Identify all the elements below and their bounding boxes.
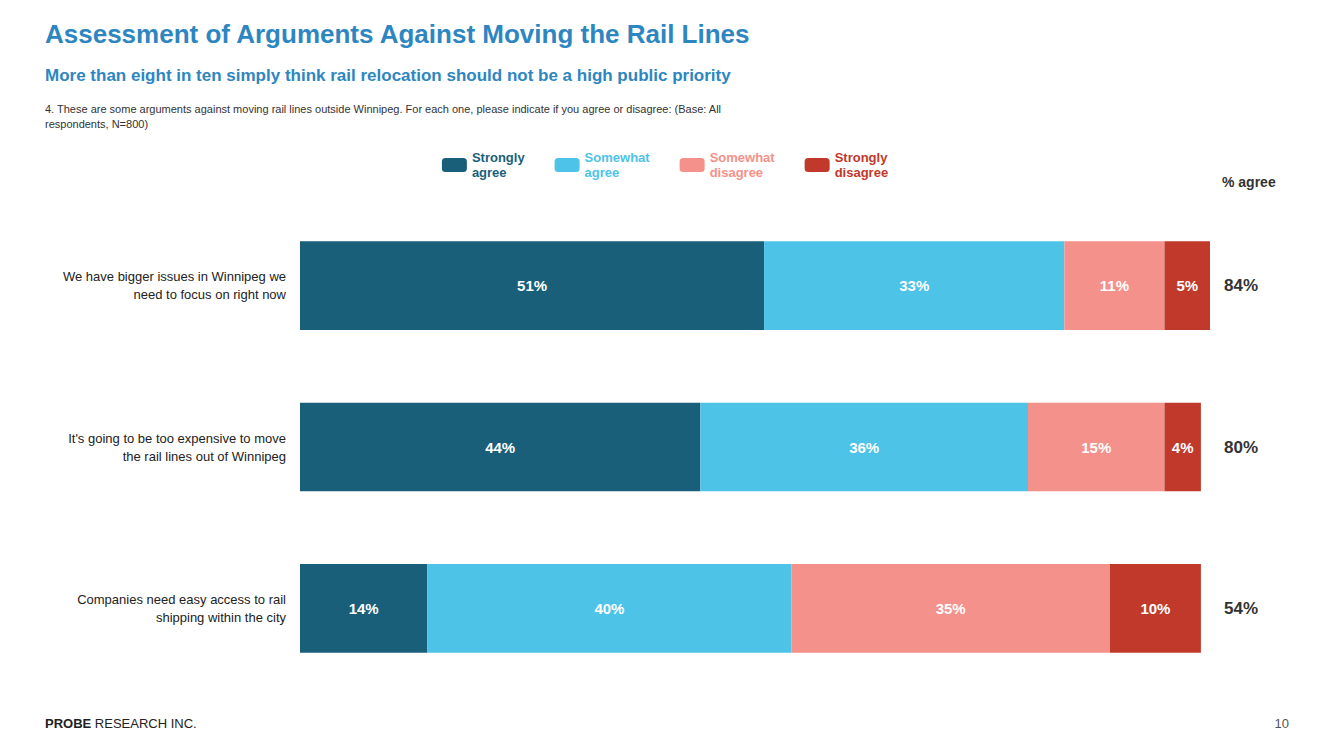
svg-text:shipping within the city: shipping within the city bbox=[156, 610, 287, 625]
svg-text:Assessment of Arguments Agains: Assessment of Arguments Against Moving t… bbox=[45, 19, 750, 49]
svg-text:5%: 5% bbox=[1176, 277, 1198, 294]
svg-text:Somewhat: Somewhat bbox=[710, 150, 776, 165]
svg-text:36%: 36% bbox=[849, 439, 879, 456]
svg-text:agree: agree bbox=[472, 165, 507, 180]
svg-text:10: 10 bbox=[1275, 716, 1289, 731]
svg-text:respondents, N=800): respondents, N=800) bbox=[45, 118, 148, 130]
svg-text:15%: 15% bbox=[1081, 439, 1111, 456]
svg-text:14%: 14% bbox=[349, 600, 379, 617]
svg-text:RESEARCH INC.: RESEARCH INC. bbox=[91, 716, 196, 731]
svg-text:It's going to be too expensive: It's going to be too expensive to move bbox=[68, 431, 286, 446]
svg-text:We have bigger issues in Winni: We have bigger issues in Winnipeg we bbox=[63, 269, 286, 284]
svg-text:54%: 54% bbox=[1224, 599, 1258, 618]
svg-text:4. These are some arguments ag: 4. These are some arguments against movi… bbox=[45, 103, 721, 115]
svg-text:40%: 40% bbox=[594, 600, 624, 617]
svg-text:More than eight in ten simply: More than eight in ten simply think rail… bbox=[45, 66, 731, 85]
svg-text:10%: 10% bbox=[1140, 600, 1170, 617]
svg-text:Strongly: Strongly bbox=[472, 150, 525, 165]
svg-text:agree: agree bbox=[585, 165, 620, 180]
svg-text:4%: 4% bbox=[1172, 439, 1194, 456]
svg-text:11%: 11% bbox=[1100, 277, 1129, 294]
svg-text:PROBE: PROBE bbox=[45, 716, 92, 731]
svg-text:disagree: disagree bbox=[710, 165, 763, 180]
svg-text:33%: 33% bbox=[899, 277, 929, 294]
svg-text:Companies need easy access to: Companies need easy access to rail bbox=[77, 592, 286, 607]
svg-text:84%: 84% bbox=[1224, 276, 1258, 295]
svg-text:Somewhat: Somewhat bbox=[585, 150, 651, 165]
svg-text:the rail lines out of Winnipeg: the rail lines out of Winnipeg bbox=[123, 449, 286, 464]
svg-text:Strongly: Strongly bbox=[835, 150, 888, 165]
svg-text:44%: 44% bbox=[485, 439, 515, 456]
svg-text:80%: 80% bbox=[1224, 438, 1258, 457]
svg-text:need to focus on right now: need to focus on right now bbox=[134, 287, 287, 302]
svg-text:35%: 35% bbox=[936, 600, 966, 617]
svg-text:51%: 51% bbox=[517, 277, 547, 294]
svg-text:disagree: disagree bbox=[835, 165, 888, 180]
svg-text:% agree: % agree bbox=[1222, 174, 1276, 190]
